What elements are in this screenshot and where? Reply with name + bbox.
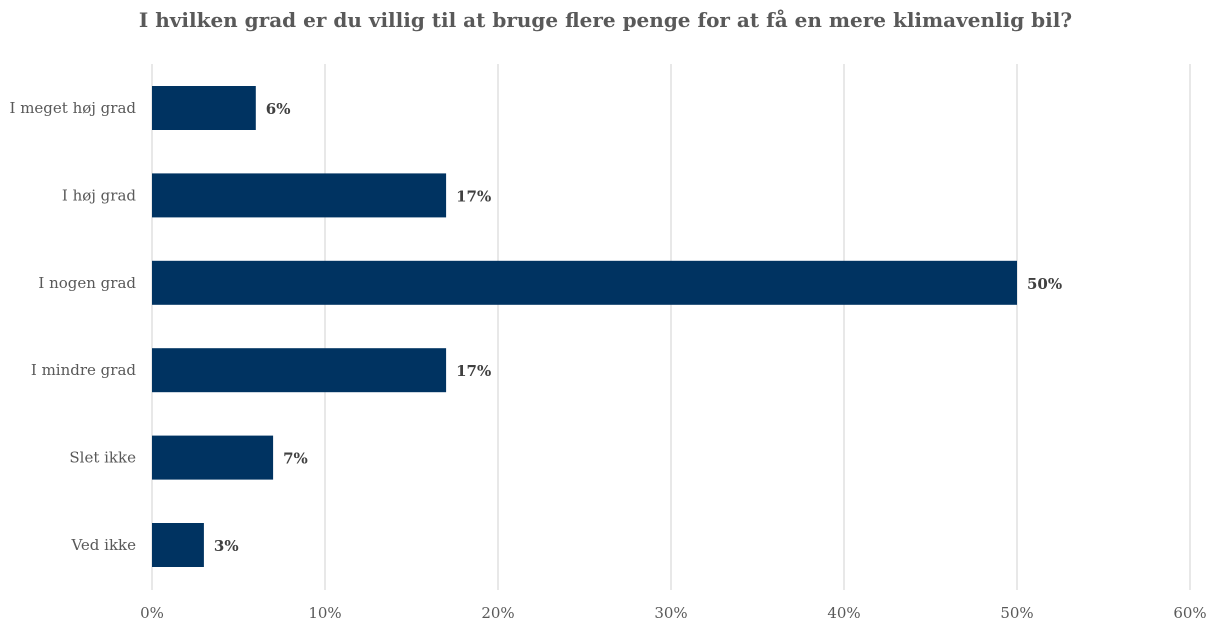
bar xyxy=(152,348,447,393)
data-label: 17% xyxy=(456,187,491,205)
bar xyxy=(152,173,447,218)
data-label: 3% xyxy=(214,537,239,555)
data-label: 50% xyxy=(1027,275,1062,293)
x-tick-label: 10% xyxy=(308,604,341,621)
data-label: 17% xyxy=(456,362,491,380)
data-label: 7% xyxy=(283,450,308,468)
x-tick-label: 60% xyxy=(1173,604,1206,621)
category-label: I nogen grad xyxy=(38,274,136,292)
category-label: I mindre grad xyxy=(31,361,137,379)
data-label: 6% xyxy=(266,100,291,118)
bar xyxy=(152,260,1017,305)
category-label: Slet ikke xyxy=(69,449,136,467)
chart-title: I hvilken grad er du villig til at bruge… xyxy=(138,8,1073,32)
category-label: Ved ikke xyxy=(70,536,136,554)
x-tick-label: 40% xyxy=(827,604,860,621)
x-tick-label: 20% xyxy=(481,604,514,621)
x-tick-label: 0% xyxy=(140,604,164,621)
category-label: I høj grad xyxy=(62,186,137,204)
x-tick-label: 30% xyxy=(654,604,687,621)
bar xyxy=(152,435,274,480)
category-label: I meget høj grad xyxy=(10,99,137,117)
bar xyxy=(152,523,204,567)
x-tick-label: 50% xyxy=(1000,604,1033,621)
bar xyxy=(152,86,256,130)
